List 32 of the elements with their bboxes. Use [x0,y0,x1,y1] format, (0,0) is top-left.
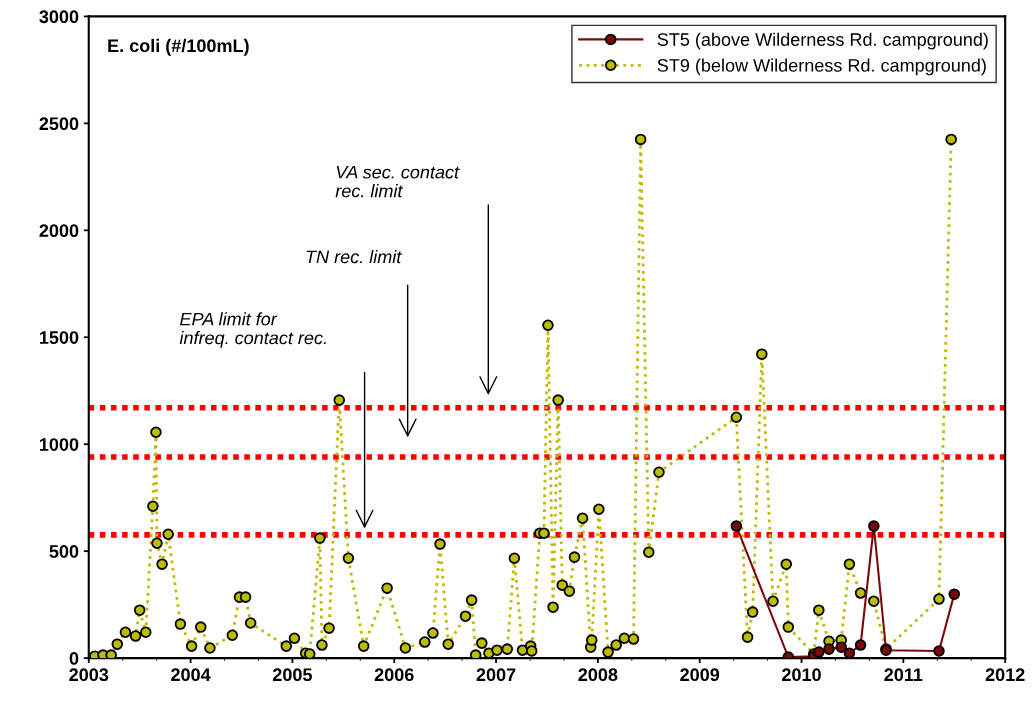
x-tick-label: 2006 [374,668,414,682]
x-tick-label: 2004 [171,668,211,682]
annotation: EPA limit for infreq. contact rec. [179,312,326,348]
x-tick-label: 2011 [884,668,923,682]
x-tick-label: 2005 [272,668,312,682]
y-tick-label: 3000 [39,10,79,24]
point [730,520,743,532]
point [868,520,880,532]
point [813,646,825,658]
y-tick-label: 500 [49,545,79,558]
x-tick-label: 2010 [782,668,821,682]
x-tick-label: 2003 [69,668,109,682]
x-tick-label: 2008 [578,668,618,682]
x-tick-label: 2012 [985,668,1025,682]
annotation: VA sec. contact rec. limit [335,165,460,198]
point [933,645,945,657]
legend-label: ST9 (below Wilderness Rd. campground) [657,58,986,76]
y-tick-label: 1500 [40,331,79,344]
x-tick-label: 2007 [476,668,516,682]
x-tick-label: 2009 [680,668,720,682]
point [854,639,867,651]
y-tick-label: 0 [69,652,79,665]
y-tick-label: 2000 [39,224,79,238]
legend-label: ST5 (above Wilderness Rd. campground) [657,32,988,50]
annotation: TN rec. limit [306,249,402,264]
point [843,647,856,659]
y-tick-label: 2500 [39,117,79,131]
point [948,588,961,600]
point [823,643,835,655]
y-tick-label: 1000 [40,438,79,451]
point [835,641,847,653]
text: E. coli (#/100mL) [108,38,249,56]
